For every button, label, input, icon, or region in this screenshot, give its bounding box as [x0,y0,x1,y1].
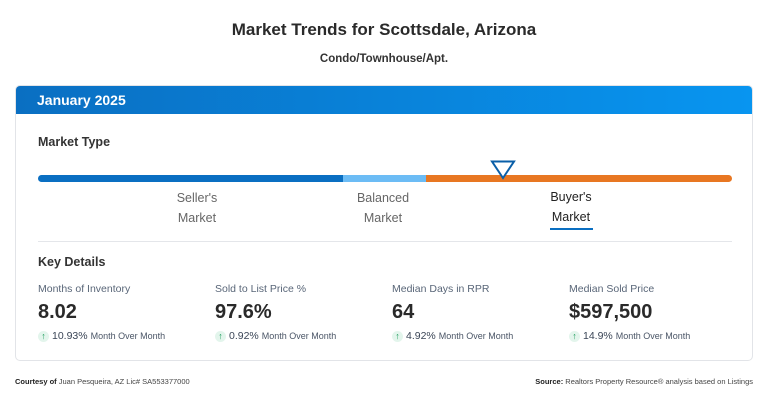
arrow-up-icon: ↑ [569,330,580,342]
sellers-market-segment [38,175,344,182]
change-percent: 10.93% [52,330,88,342]
metric-label: Median Days in RPR [392,283,490,295]
market-type-heading: Market Type [38,135,111,149]
arrow-up-icon: ↑ [392,330,403,342]
metric-label: Months of Inventory [38,283,131,295]
change-label: Month Over Month [90,331,166,341]
active-market-underline [550,228,593,230]
metric-label: Median Sold Price [569,283,655,295]
buyers-market-segment [426,175,732,182]
sellers-market-label: Seller's Market [137,188,257,228]
change-percent: 14.9% [583,330,613,342]
change-label: Month Over Month [438,331,514,341]
balanced-market-label: Balanced Market [323,188,443,228]
metric-change: ↑ 4.92% Month Over Month [392,330,562,342]
change-percent: 0.92% [229,330,259,342]
metric-change: ↑ 0.92% Month Over Month [215,330,385,342]
change-label: Month Over Month [261,331,337,341]
metric-change: ↑ 10.93% Month Over Month [38,330,208,342]
metric-median-days: Median Days in RPR 64 ↑ 4.92% Month Over M… [392,283,562,342]
label-line: Market [177,211,217,225]
metric-months-of-inventory: Months of Inventory 8.02 ↑ 10.93% Month Ov… [38,283,208,342]
arrow-up-icon: ↑ [38,330,49,342]
label-line: Market [551,210,591,224]
key-details-heading: Key Details [38,255,106,269]
change-percent: 4.92% [406,330,436,342]
source-footer: Source: Realtors Property Resource® anal… [535,377,753,386]
arrow-up-icon: ↑ [215,330,226,342]
courtesy-text: Juan Pesqueira, AZ Lic# SA553377000 [58,377,190,386]
source-text: Realtors Property Resource® analysis bas… [565,377,753,386]
market-card: January 2025 Market Type Seller's Market … [15,85,753,361]
metric-value: 8.02 [38,301,77,323]
courtesy-label: Courtesy of [15,377,57,386]
label-line: Balanced [356,191,410,205]
source-label: Source: [535,377,564,386]
metric-change: ↑ 14.9% Month Over Month [569,330,739,342]
metric-value: 64 [392,301,415,323]
metric-label: Sold to List Price % [215,283,307,295]
change-label: Month Over Month [615,331,691,341]
metric-value: $597,500 [569,301,653,323]
metric-value: 97.6% [215,301,272,323]
divider [38,241,732,242]
property-type-subtitle: Condo/Townhouse/Apt. [319,53,449,65]
metric-median-sold-price: Median Sold Price $597,500 ↑ 14.9% Month O… [569,283,739,342]
label-line: Seller's [176,191,218,205]
courtesy-footer: Courtesy of Juan Pesqueira, AZ Lic# SA55… [15,377,190,386]
label-line: Buyer's [550,190,592,204]
balanced-market-segment [343,175,427,182]
metric-sold-to-list: Sold to List Price % 97.6% ↑ 0.92% Month O… [215,283,385,342]
period-header: January 2025 [16,86,752,114]
label-line: Market [363,211,403,225]
market-indicator-triangle-icon [490,160,516,180]
buyers-market-label: Buyer's Market [511,187,631,227]
page-title: Market Trends for Scottsdale, Arizona [231,20,537,39]
